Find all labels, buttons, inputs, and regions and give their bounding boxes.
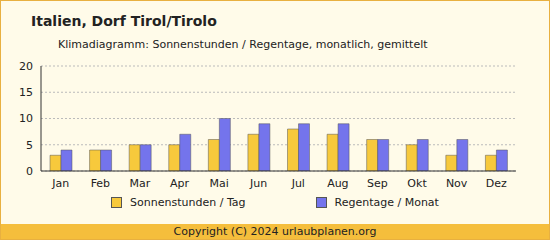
svg-text:Jan: Jan [51,177,69,190]
svg-text:0: 0 [26,165,33,178]
svg-text:Jul: Jul [291,177,305,190]
svg-text:Dez: Dez [486,177,507,190]
svg-text:Mai: Mai [209,177,228,190]
html-text:Italien, Dorf Tirol/Tirolo: Italien, Dorf Tirol/Tirolo [31,13,217,29]
svg-text:10: 10 [19,112,33,125]
svg-text:Feb: Feb [91,177,110,190]
svg-text:Okt: Okt [407,177,427,190]
html-text:Klimadiagramm: Sonnenstunden /: Klimadiagramm: Sonnenstunden / Regentage… [58,38,428,51]
svg-text:5: 5 [26,139,33,152]
svg-text:Jun: Jun [249,177,267,190]
svg-text:Aug: Aug [327,177,348,190]
svg-text:Mar: Mar [130,177,151,190]
svg-text:Apr: Apr [170,177,190,190]
svg-text:Nov: Nov [446,177,468,190]
html-text:Regentage / Monat: Regentage / Monat [334,196,439,209]
html-text:Sonnenstunden / Tag: Sonnenstunden / Tag [130,196,246,209]
svg-text:20: 20 [19,60,33,73]
html-text:Copyright (C) 2024 urlaubplane: Copyright (C) 2024 urlaubplanen.org [173,225,377,238]
svg-text:Sep: Sep [367,177,388,190]
svg-text:15: 15 [19,86,33,99]
